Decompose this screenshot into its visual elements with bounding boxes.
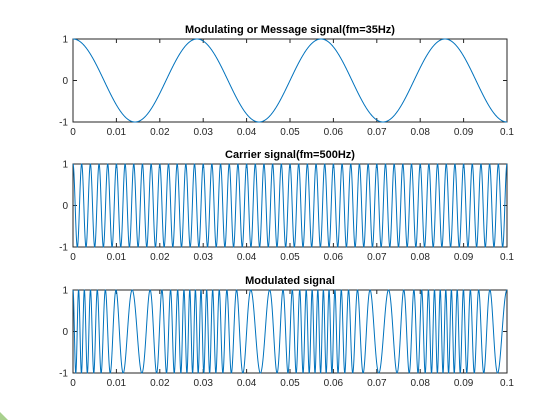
- x-tick-label: 0.04: [237, 127, 257, 138]
- carrier-series-line: [72, 163, 508, 248]
- y-tick-label: 1: [62, 160, 68, 171]
- x-tick-label: 0: [70, 378, 76, 389]
- y-tick-label: -1: [59, 118, 68, 129]
- message-series-line: [72, 38, 508, 123]
- y-tick-label: 0: [62, 201, 68, 212]
- y-tick-label: -1: [59, 369, 68, 380]
- x-tick-label: 0.07: [367, 378, 387, 389]
- y-tick-label: -1: [59, 243, 68, 254]
- y-tick-label: 0: [62, 327, 68, 338]
- modulated-series-line: [72, 289, 508, 374]
- x-tick-label: 0.1: [500, 378, 514, 389]
- x-tick-label: 0.1: [500, 252, 514, 263]
- y-tick-label: 0: [62, 76, 68, 87]
- x-tick-label: 0.1: [500, 127, 514, 138]
- subplot-2: Carrier signal(fm=500Hz) 0 0.01 0.02 0.03 0.0…: [59, 149, 514, 263]
- x-tick-label: 0.04: [237, 378, 257, 389]
- x-tick-label: 0: [70, 127, 76, 138]
- x-tick-label: 0.08: [410, 252, 430, 263]
- x-tick-label: 0.06: [324, 252, 344, 263]
- x-tick-label: 0.04: [237, 252, 257, 263]
- x-tick-label: 0.01: [107, 127, 127, 138]
- x-tick-label: 0.03: [193, 252, 213, 263]
- x-tick-label: 0.05: [280, 378, 300, 389]
- x-tick-label: 0.06: [324, 127, 344, 138]
- x-tick-label: 0: [70, 252, 76, 263]
- x-tick-label: 0.02: [150, 252, 170, 263]
- y-tick-label: 1: [62, 286, 68, 297]
- corner-decoration: [0, 412, 8, 420]
- x-tick-label: 0.09: [454, 127, 474, 138]
- chart-title: Modulated signal: [245, 275, 335, 287]
- x-tick-label: 0.01: [107, 252, 127, 263]
- chart-title: Carrier signal(fm=500Hz): [225, 149, 355, 161]
- subplot-1: Modulating or Message signal(fm=35Hz) 0 0.…: [59, 24, 514, 138]
- x-tick-label: 0.01: [107, 378, 127, 389]
- x-tick-label: 0.02: [150, 378, 170, 389]
- x-tick-label: 0.06: [324, 378, 344, 389]
- x-tick-label: 0.02: [150, 127, 170, 138]
- x-tick-label: 0.09: [454, 252, 474, 263]
- x-tick-label: 0.03: [193, 127, 213, 138]
- x-tick-label: 0.07: [367, 127, 387, 138]
- subplot-3: Modulated signal 0 0.01 0.02 0.03 0.04 0.05 0.0…: [59, 275, 514, 389]
- y-tick-label: 1: [62, 35, 68, 46]
- chart-title: Modulating or Message signal(fm=35Hz): [185, 24, 395, 36]
- x-tick-label: 0.03: [193, 378, 213, 389]
- x-tick-label: 0.05: [280, 127, 300, 138]
- axes-box: [72, 163, 508, 248]
- x-tick-label: 0.09: [454, 378, 474, 389]
- x-tick-label: 0.08: [410, 378, 430, 389]
- x-tick-label: 0.07: [367, 252, 387, 263]
- x-tick-label: 0.08: [410, 127, 430, 138]
- x-tick-label: 0.05: [280, 252, 300, 263]
